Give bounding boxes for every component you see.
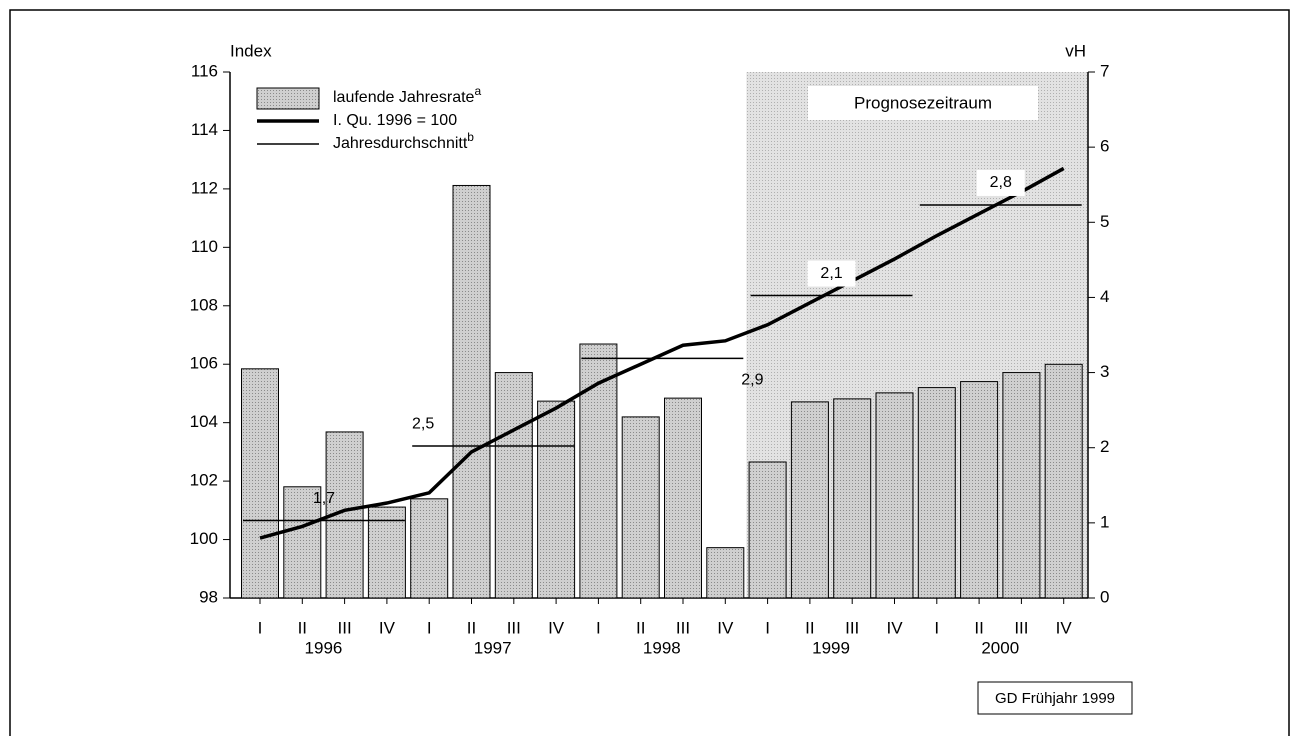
y-tick-label: 104 [190,412,218,431]
x-tick-label: IV [717,618,734,637]
x-tick-label: II [974,618,983,637]
y2-tick-label: 7 [1100,61,1109,80]
bar [1044,363,1083,599]
y2-tick-label: 3 [1100,362,1109,381]
annual-label: 2,1 [820,265,842,282]
x-tick-label: II [298,618,307,637]
bar [833,398,872,599]
index-line [259,166,1065,540]
y2-tick-label: 2 [1100,437,1109,456]
year-label: 1996 [305,638,343,657]
bar [241,368,279,599]
bar [410,498,449,599]
forecast-label-box [808,86,1038,120]
legend-text: Jahresdurchschnitt [333,135,468,152]
x-tick-label: IV [886,618,903,637]
y-tick-label: 112 [191,178,218,197]
bar [960,381,999,599]
annual-label-box [976,169,1025,196]
annual-label-box [807,260,856,287]
y-tick-label: 110 [191,237,218,256]
x-tick-label: I [427,618,432,637]
frame [9,9,1290,741]
y2-tick-label: 0 [1100,587,1109,606]
y-tick-label: 114 [191,120,218,139]
bar [664,397,702,599]
bar [367,506,406,599]
x-tick-label: I [596,618,601,637]
x-tick-label: IV [548,618,565,637]
y-tick-label: 98 [199,587,218,606]
bar [621,416,660,599]
bar [494,372,533,599]
bar [452,184,491,599]
bar [790,401,829,599]
source-box [977,681,1133,715]
y2-tick-label: 5 [1100,212,1109,231]
annual-label: 2,8 [990,174,1012,191]
annual-label: 1,7 [313,490,335,507]
bar [283,486,322,599]
x-tick-label: I [258,618,263,637]
year-label: 1998 [643,638,681,657]
year-label: 2000 [981,638,1019,657]
bar [917,387,956,599]
forecast-label: Prognosezeitraum [854,93,992,112]
y-tick-label: 108 [190,295,218,314]
annual-label: 2,9 [741,372,763,389]
legend-swatch [256,87,320,110]
bar [1002,372,1041,599]
source: GD Frühjahr 1999 [995,690,1115,707]
x-tick-label: III [1014,618,1028,637]
y2-axis-label: vH [1065,41,1086,60]
legend-label: I. Qu. 1996 = 100 [333,112,457,129]
x-tick-label: III [507,618,521,637]
x-tick-label: III [338,618,352,637]
x-tick-label: III [676,618,690,637]
x-tick-label: II [467,618,476,637]
legend-sup: b [467,130,474,144]
x-tick-label: II [636,618,645,637]
bar [875,392,914,599]
bar [537,400,576,599]
year-label: 1997 [474,638,512,657]
bar [706,547,745,599]
bar [748,461,787,599]
year-label: 1999 [812,638,850,657]
x-tick-label: I [765,618,770,637]
legend-label: Jahresdurchschnittb [333,130,474,152]
x-tick-label: IV [1056,618,1073,637]
y-tick-label: 100 [190,529,218,548]
legend-text: laufende Jahresrate [333,89,475,106]
y2-tick-label: 6 [1100,137,1109,156]
y-tick-label: 102 [190,471,218,490]
y-tick-label: 116 [191,61,218,80]
x-tick-label: IV [379,618,396,637]
x-tick-label: I [934,618,939,637]
annual-label: 2,5 [412,415,434,432]
y2-tick-label: 1 [1100,512,1109,531]
legend-label: laufende Jahresratea [333,84,481,106]
y2-tick-label: 4 [1100,287,1109,306]
y-tick-label: 106 [190,354,218,373]
legend-sup: a [474,84,481,98]
y-axis-label: Index [230,41,272,60]
x-tick-label: III [845,618,859,637]
x-tick-label: II [805,618,814,637]
bar [579,343,618,599]
legend-text: I. Qu. 1996 = 100 [333,112,457,129]
